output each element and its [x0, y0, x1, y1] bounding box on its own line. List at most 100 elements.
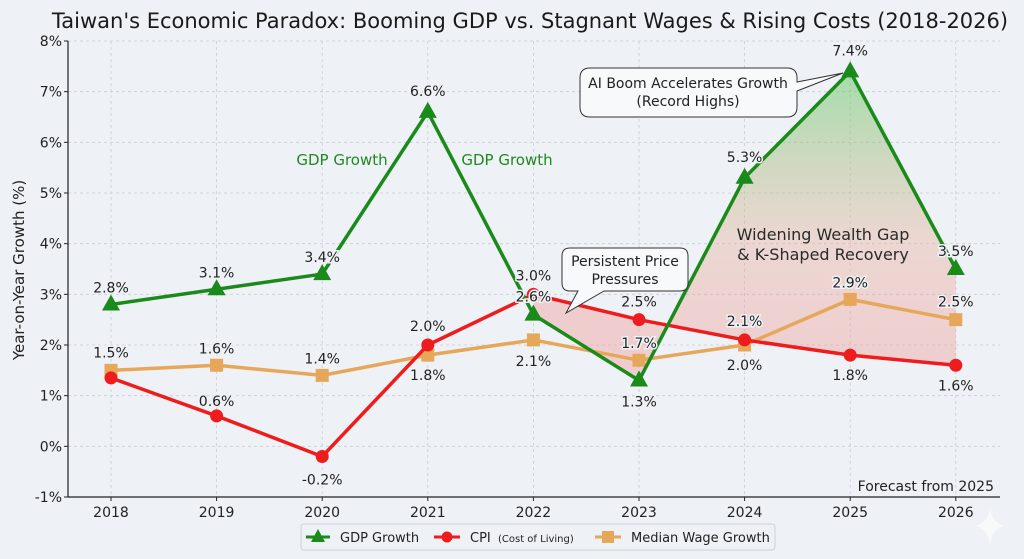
price-pressure-fill [533, 294, 639, 381]
gdp-triangle-marker [524, 304, 543, 321]
data-label: 1.7% [621, 336, 657, 352]
series [102, 61, 965, 463]
data-label: 3.5% [938, 244, 974, 260]
data-label: 2.0% [410, 319, 446, 335]
cpi-circle-marker [104, 371, 118, 385]
x-tick-label: 2020 [304, 505, 340, 521]
sparkle-icon [976, 508, 1004, 544]
callout-text: AI Boom Accelerates Growth [588, 76, 788, 92]
x-tick-label: 2024 [727, 505, 763, 521]
gdp-growth-annotation: GDP Growth [461, 151, 552, 169]
x-tick-label: 2025 [832, 505, 868, 521]
callout-box [561, 247, 689, 315]
callout-text: Persistent Price [571, 254, 679, 270]
wage-square-marker [949, 313, 963, 327]
legend-frame [300, 523, 776, 551]
data-label: 2.1% [727, 314, 763, 330]
y-tick-label: 3% [40, 287, 62, 303]
legend-item-cpi: CPI (Cost of Living) [434, 531, 574, 546]
ai-boom-callout: AI Boom Accelerates Growth (Record Highs) [579, 67, 844, 118]
wage-square-marker [526, 333, 540, 347]
data-label: 2.1% [516, 354, 552, 370]
forecast-note: Forecast from 2025 [858, 479, 994, 495]
gdp-triangle-marker [841, 61, 860, 78]
gdp-triangle-marker [102, 294, 120, 311]
data-label: 2.6% [516, 290, 552, 306]
data-label: 1.6% [938, 378, 974, 394]
gdp-triangle-marker [735, 167, 754, 184]
callout-text: Pressures [591, 272, 658, 288]
wealth-gap-annotation: Widening Wealth Gap [737, 225, 910, 244]
y-tick-label: 8% [40, 34, 62, 50]
legend-cpi-label: CPI [470, 531, 491, 546]
y-tick-label: 1% [40, 389, 62, 405]
y-axis-label: Year-on-Year Growth (%) [10, 180, 28, 361]
chart-title: Taiwan's Economic Paradox: Booming GDP v… [51, 9, 1008, 33]
wage-square-marker [632, 353, 646, 367]
data-label: 2.0% [727, 358, 763, 374]
legend-triangle-icon [311, 529, 325, 542]
data-label: 6.6% [410, 84, 446, 100]
gdp-triangle-marker [418, 101, 437, 118]
callout-text: (Record Highs) [636, 94, 739, 110]
cpi-circle-marker [526, 287, 540, 301]
data-label: 1.4% [304, 351, 340, 367]
y-tick-label: 2% [40, 338, 62, 354]
data-label: 7.4% [832, 43, 868, 59]
data-label: 3.1% [199, 265, 235, 281]
y-tick-label: -1% [35, 490, 62, 506]
data-label: 3.0% [516, 268, 552, 284]
cpi-circle-marker [632, 313, 646, 327]
wage-square-marker [315, 368, 329, 382]
x-tick-label: 2019 [199, 505, 235, 521]
x-tick-label: 2026 [938, 505, 974, 521]
callout-box [579, 67, 844, 118]
legend-square-icon [602, 531, 614, 543]
cpi-circle-marker [949, 358, 963, 372]
data-label: 3.4% [304, 250, 340, 266]
axes: -1% 0% 1% 2% 3% 4% 5% 6% 7% 8% 2018 2019 2020 2021 202… [35, 34, 1000, 521]
annotations: GDP Growth GDP Growth AI Boom Accelerates … [296, 67, 994, 495]
gdp-triangle-marker [207, 279, 226, 296]
data-label: -0.2% [302, 472, 343, 488]
data-label: 2.5% [621, 295, 657, 311]
y-tick-label: 5% [40, 186, 62, 202]
wage-square-marker [843, 292, 857, 306]
legend-circle-icon [441, 531, 453, 543]
wealth-gap-annotation: & K-Shaped Recovery [737, 245, 909, 264]
legend-gdp-label: GDP Growth [340, 531, 419, 546]
data-label: 1.3% [621, 394, 657, 410]
data-label: 2.5% [938, 295, 974, 311]
legend-item-wage: Median Wage Growth [595, 531, 770, 546]
gdp-triangle-marker [313, 264, 332, 281]
gdp-triangle-marker [630, 370, 648, 387]
data-label: 1.8% [832, 368, 868, 384]
x-tick-label: 2023 [621, 505, 657, 521]
data-label: 1.5% [93, 345, 129, 361]
x-tick-label: 2021 [410, 505, 446, 521]
y-tick-label: 6% [40, 135, 62, 151]
price-pressure-callout: Persistent Price Pressures [561, 247, 689, 315]
data-label: 5.3% [727, 150, 763, 166]
gdp-triangle-marker [946, 259, 965, 275]
wage-square-marker [421, 348, 435, 362]
data-label: 2.8% [93, 280, 129, 296]
legend-item-gdp: GDP Growth [306, 529, 419, 546]
legend-wage-label: Median Wage Growth [631, 531, 770, 546]
data-labels: 2.8% 3.1% 3.4% 6.6% 2.6% 1.3% 5.3% 7.4% 3.5% 0.6%… [92, 42, 975, 490]
cpi-circle-marker [738, 333, 752, 347]
gdp-growth-annotation: GDP Growth [296, 151, 387, 169]
legend-cpi-suffix: (Cost of Living) [498, 534, 574, 545]
x-tick-label: 2022 [516, 505, 552, 521]
data-label: 1.6% [199, 341, 235, 357]
cpi-circle-marker [843, 348, 857, 362]
data-label: 1.8% [410, 368, 446, 384]
cpi-circle-marker [210, 409, 224, 423]
cpi-circle-marker [421, 338, 435, 352]
x-tick-label: 2018 [93, 505, 129, 521]
data-label: 0.6% [199, 394, 235, 410]
wage-square-marker [210, 358, 224, 372]
data-label: 2.9% [832, 275, 868, 291]
y-tick-label: 0% [40, 439, 62, 455]
